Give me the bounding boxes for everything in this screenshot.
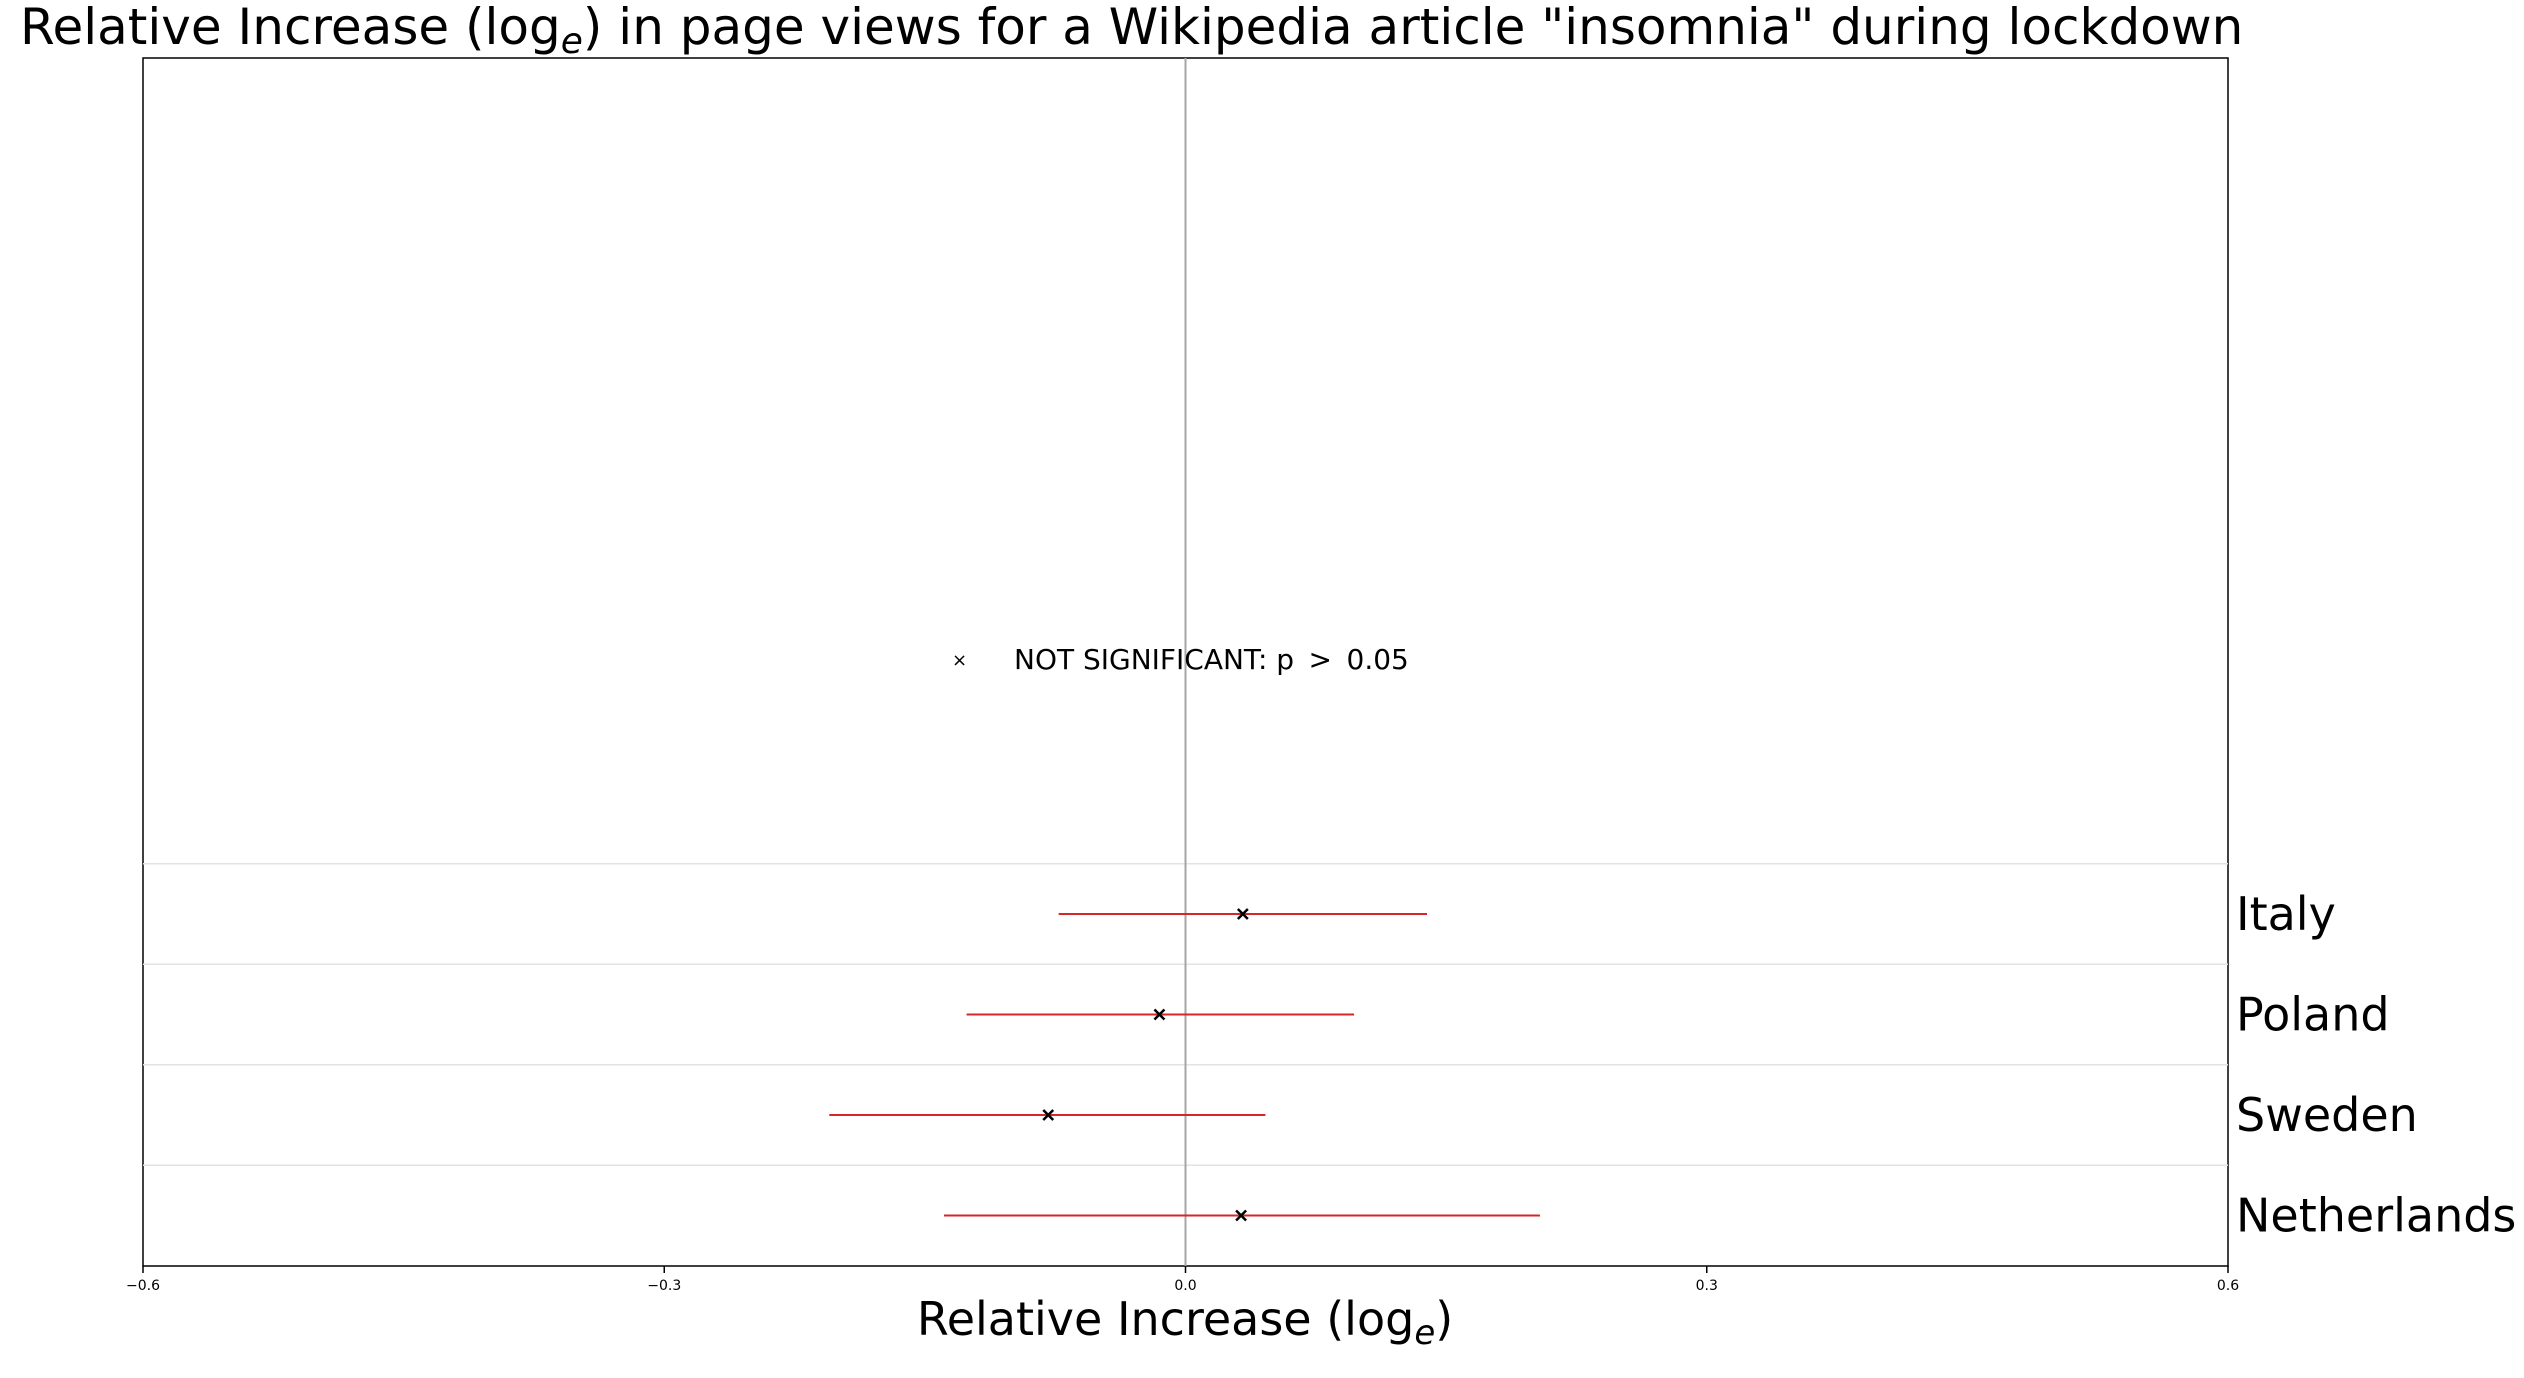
marker-netherlands	[1235, 1209, 1247, 1222]
legend: × NOT SIGNIFICANT: p > 0.05	[952, 643, 1409, 676]
marker-italy	[1236, 908, 1249, 920]
country-label-sweden: Sweden	[2236, 1088, 2418, 1142]
marker-sweden	[1042, 1109, 1055, 1121]
x-tick-label: −0.6	[126, 1278, 160, 1294]
x-tick-label: 0.3	[1696, 1278, 1718, 1294]
x-axis-ticks: −0.6 −0.3 0.0 0.3 0.6	[126, 1266, 2239, 1294]
chart-title: Relative Increase (loge) in page views f…	[20, 0, 2243, 62]
legend-label-not-significant: NOT SIGNIFICANT: p > 0.05	[1014, 643, 1409, 676]
country-label-netherlands: Netherlands	[2236, 1189, 2516, 1243]
point-markers	[1042, 908, 1249, 1222]
legend-marker-not-significant: ×	[952, 650, 967, 671]
country-label-poland: Poland	[2236, 988, 2390, 1042]
x-tick-label: 0.0	[1174, 1278, 1196, 1294]
x-tick-label: 0.6	[2217, 1278, 2239, 1294]
x-tick-label: −0.3	[647, 1278, 681, 1294]
marker-poland	[1153, 1008, 1166, 1021]
x-axis-label: Relative Increase (loge)	[917, 1292, 1453, 1353]
country-labels: Italy Poland Sweden Netherlands	[2236, 887, 2516, 1243]
country-label-italy: Italy	[2236, 887, 2336, 941]
